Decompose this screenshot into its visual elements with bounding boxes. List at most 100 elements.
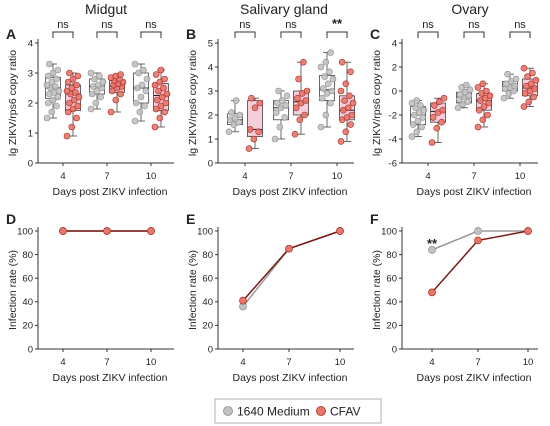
- y-tick-label: 100: [17, 226, 33, 237]
- significance-label: ns: [468, 19, 480, 31]
- data-point: [64, 108, 72, 116]
- data-point: [103, 227, 111, 235]
- data-point: [428, 288, 436, 297]
- data-point: [428, 139, 436, 146]
- x-tick-label: 7: [104, 357, 109, 368]
- data-point: [136, 108, 144, 116]
- data-point: [137, 93, 145, 101]
- y-tick-label: 5: [208, 38, 213, 49]
- y-tick-label: 0: [28, 158, 33, 169]
- data-point: [245, 145, 253, 152]
- panel-b: B Salivary gland 0 1 2 3 4 5 lg ZIKV/rps6 copy r…: [186, 1, 357, 198]
- data-point: [134, 84, 141, 92]
- data-point: [414, 117, 422, 125]
- data-point: [479, 80, 487, 88]
- y-axis-label: lg ZIKV/rps6 copy ratio: [371, 50, 383, 156]
- y-tick-label: 4: [392, 38, 397, 49]
- data-point: [162, 99, 170, 107]
- data-point: [420, 106, 428, 114]
- data-point: [239, 296, 247, 305]
- data-point: [408, 133, 416, 140]
- y-tick-label: 4: [28, 38, 33, 49]
- data-point: [435, 98, 443, 106]
- significance-label: ns: [239, 19, 251, 31]
- data-point: [155, 87, 162, 95]
- x-tick-label: 7: [104, 171, 109, 182]
- significance-label: ns: [514, 19, 526, 31]
- legend-label: 1640 Medium: [237, 405, 310, 419]
- data-point: [326, 68, 333, 76]
- data-point: [138, 81, 146, 89]
- data-point: [158, 93, 166, 101]
- significance-label: ns: [101, 19, 113, 31]
- y-tick-label: 0: [392, 344, 397, 355]
- data-point: [347, 121, 354, 128]
- significance-bracket: [417, 31, 439, 38]
- data-point: [466, 86, 474, 94]
- data-point: [276, 123, 284, 131]
- x-tick-label: 7: [288, 171, 293, 182]
- data-point: [94, 81, 102, 89]
- data-point: [66, 69, 73, 77]
- data-point: [418, 123, 425, 131]
- y-axis-label: lg ZIKV/rps6 copy ratio: [7, 50, 19, 156]
- panel-d: D 0 20 40 60 80 100 Infection rate (%) Days post…: [6, 211, 174, 384]
- data-point: [438, 118, 445, 126]
- x-tick-label: 10: [523, 357, 534, 368]
- data-point: [431, 102, 438, 109]
- data-point: [66, 99, 73, 107]
- x-tick-label: 4: [425, 171, 430, 182]
- panel-title: Ovary: [451, 1, 488, 17]
- data-point: [474, 227, 482, 235]
- y-tick-label: 60: [386, 274, 397, 285]
- data-point: [70, 96, 78, 104]
- significance-label: ns: [422, 19, 434, 31]
- data-point: [294, 94, 301, 102]
- data-point: [53, 75, 60, 83]
- data-point: [337, 138, 345, 145]
- data-point: [480, 103, 488, 110]
- data-point: [63, 132, 71, 140]
- data-point: [417, 102, 424, 109]
- data-point: [327, 49, 334, 56]
- data-point: [99, 78, 107, 86]
- data-point: [520, 64, 528, 72]
- data-point: [317, 123, 325, 131]
- significance-bracket: [52, 31, 74, 38]
- data-point: [440, 94, 448, 102]
- data-point: [96, 72, 103, 80]
- data-point: [337, 87, 345, 95]
- data-point: [75, 93, 83, 101]
- x-tick-label: 10: [146, 171, 157, 182]
- data-point: [63, 87, 71, 95]
- data-point: [73, 81, 80, 89]
- data-point: [49, 96, 57, 104]
- data-point: [525, 98, 533, 106]
- y-axis-label: Infection rate (%): [187, 250, 199, 330]
- data-point: [236, 111, 244, 119]
- x-tick-label: 7: [286, 357, 291, 368]
- data-point: [250, 135, 258, 143]
- data-point: [97, 93, 104, 101]
- data-point: [341, 97, 348, 104]
- data-point: [49, 69, 57, 77]
- data-point: [147, 227, 155, 235]
- legend-marker: [223, 406, 233, 416]
- data-point: [283, 92, 291, 100]
- data-point: [157, 66, 165, 74]
- data-point: [92, 99, 100, 107]
- legend-box: [214, 398, 382, 424]
- panel-f: F 0 20 40 60 80 100 Infection rate (%) Days post…: [370, 211, 538, 384]
- data-point: [112, 96, 120, 104]
- data-point: [419, 114, 427, 121]
- data-point: [475, 106, 483, 114]
- panel-a: A Midgut 0 1 2 3 4 lg ZIKV/rps6 copy ratio Days …: [6, 1, 174, 198]
- data-point: [479, 116, 487, 124]
- data-point: [322, 58, 330, 66]
- data-point: [318, 94, 326, 102]
- data-point: [255, 128, 262, 136]
- y-tick-label: 100: [197, 226, 213, 237]
- y-tick-label: -2: [389, 110, 397, 121]
- data-point: [320, 85, 327, 92]
- y-tick-label: 3: [208, 86, 213, 97]
